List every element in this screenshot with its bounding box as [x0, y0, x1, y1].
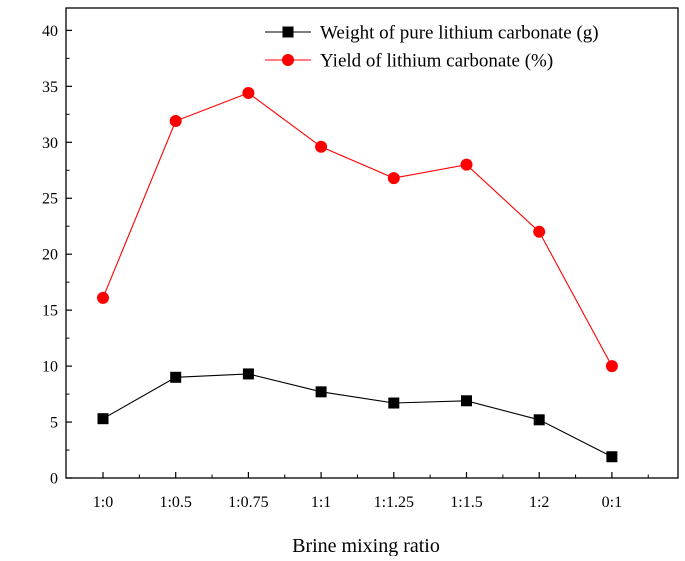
x-axis: 1:0 1:0.5 1:0.75 1:1 1:1.25 1:1.5 1:2 0:1	[93, 472, 649, 511]
data-point-square	[97, 413, 109, 425]
data-point-circle	[460, 158, 473, 171]
x-tick-label: 1:1.25	[374, 494, 414, 511]
data-point-square	[533, 414, 545, 426]
y-tick-label: 0	[50, 471, 58, 488]
data-point-circle	[169, 115, 182, 128]
y-tick-label: 25	[42, 191, 58, 208]
x-tick-label: 1:1	[311, 494, 331, 511]
y-tick-label: 15	[42, 303, 58, 320]
y-tick-label: 10	[42, 359, 58, 376]
x-tick-label: 1:0.5	[159, 494, 191, 511]
series-weight	[97, 368, 618, 463]
data-point-square	[606, 451, 618, 463]
data-point-circle	[387, 172, 400, 185]
y-tick-label: 5	[50, 415, 58, 432]
y-tick-label: 20	[42, 247, 58, 264]
x-tick-label: 1:0	[93, 494, 113, 511]
series-layer	[97, 87, 618, 463]
y-tick-label: 35	[42, 79, 58, 96]
data-point-circle	[97, 291, 109, 304]
data-point-circle	[315, 140, 328, 153]
data-point-circle	[533, 225, 546, 238]
series-line	[102, 373, 613, 458]
series-yield	[97, 87, 618, 373]
data-point-square	[388, 397, 400, 409]
plot-frame	[65, 7, 679, 479]
x-tick-label: 1:0.75	[228, 494, 268, 511]
data-point-circle	[242, 87, 255, 100]
legend: Weight of pure lithium carbonate (g) Yiel…	[265, 23, 599, 72]
x-tick-label: 1:1.5	[450, 494, 482, 511]
y-tick-label: 40	[42, 23, 58, 40]
legend-label: Weight of pure lithium carbonate (g)	[320, 23, 599, 44]
y-tick-label: 30	[42, 135, 58, 152]
x-tick-label: 0:1	[602, 494, 622, 511]
data-point-square	[315, 386, 327, 398]
data-point-circle	[605, 360, 618, 373]
data-point-square	[461, 395, 472, 407]
legend-marker-square	[282, 26, 294, 38]
data-point-square	[170, 371, 182, 383]
legend-marker-circle	[282, 54, 294, 66]
data-point-square	[242, 368, 254, 380]
series-line	[102, 92, 613, 367]
x-tick-label: 1:2	[529, 494, 549, 511]
legend-label: Yield of lithium carbonate (%)	[320, 51, 553, 72]
y-axis: 0 5 10 15 20 25 30 35 40	[42, 23, 72, 488]
x-axis-title: Brine mixing ratio	[292, 535, 440, 556]
